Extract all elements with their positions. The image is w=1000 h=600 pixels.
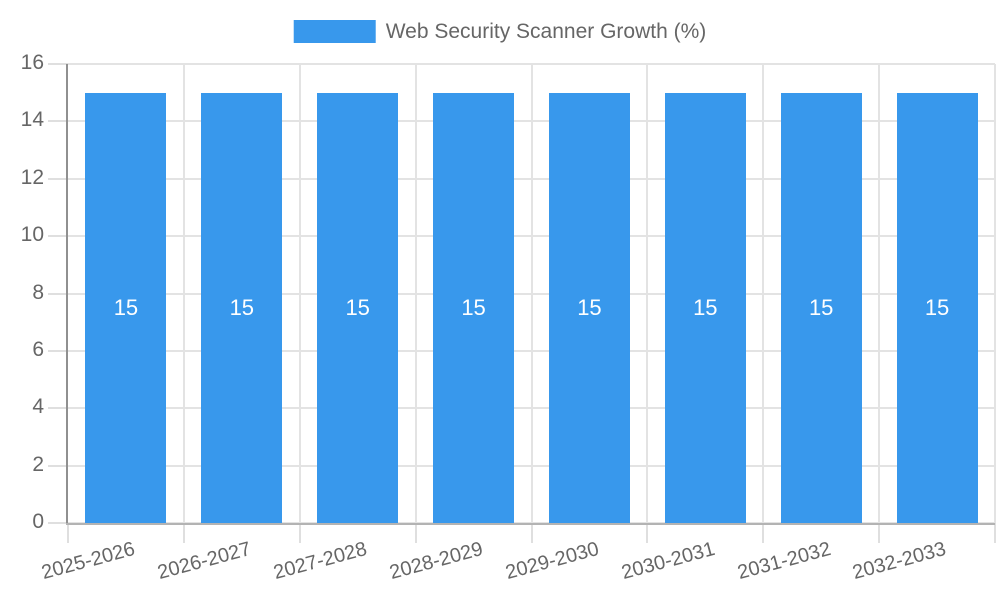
legend-label: Web Security Scanner Growth (%) bbox=[385, 20, 707, 43]
v-gridline bbox=[646, 64, 649, 523]
y-tick bbox=[48, 120, 68, 123]
x-tick bbox=[994, 523, 996, 543]
x-tick bbox=[182, 523, 185, 543]
y-tick bbox=[48, 464, 68, 467]
x-tick bbox=[414, 523, 417, 543]
x-axis-label: 2032-2033 bbox=[850, 538, 949, 585]
x-axis-line bbox=[66, 523, 995, 525]
bar[interactable]: 15 bbox=[664, 92, 746, 523]
x-tick bbox=[878, 523, 881, 543]
legend-swatch-icon bbox=[293, 20, 376, 43]
y-axis-label: 8 bbox=[32, 280, 44, 304]
y-axis-label: 0 bbox=[32, 510, 44, 533]
y-tick bbox=[48, 63, 68, 65]
x-axis-label: 2031-2032 bbox=[734, 538, 833, 585]
bar-value-label: 15 bbox=[808, 294, 834, 320]
x-axis-label: 2027-2028 bbox=[271, 538, 370, 585]
x-tick bbox=[762, 523, 765, 543]
bar[interactable]: 15 bbox=[85, 92, 167, 523]
y-axis-label: 2 bbox=[32, 452, 44, 476]
y-tick bbox=[48, 292, 68, 295]
x-axis-label: 2030-2031 bbox=[618, 538, 718, 585]
x-axis-label: 2025-2026 bbox=[39, 538, 138, 585]
y-axis-line bbox=[66, 64, 68, 525]
x-tick bbox=[646, 523, 649, 543]
v-gridline bbox=[530, 64, 533, 523]
x-tick bbox=[530, 523, 533, 543]
bar[interactable]: 15 bbox=[548, 92, 630, 523]
y-axis-label: 16 bbox=[20, 51, 44, 74]
x-axis-label: 2026-2027 bbox=[155, 538, 254, 585]
bar-value-label: 15 bbox=[113, 294, 139, 320]
bar-value-label: 15 bbox=[924, 294, 950, 320]
bar-value-label: 15 bbox=[229, 294, 255, 320]
y-tick bbox=[48, 177, 68, 180]
bar[interactable]: 15 bbox=[896, 92, 978, 523]
v-gridline bbox=[414, 64, 417, 523]
bar-value-label: 15 bbox=[461, 294, 486, 320]
x-axis-label: 2029-2030 bbox=[503, 538, 602, 585]
y-axis-label: 6 bbox=[32, 337, 44, 361]
x-tick bbox=[67, 523, 69, 543]
bar-value-label: 15 bbox=[693, 294, 718, 320]
bar[interactable]: 15 bbox=[780, 92, 862, 523]
bar-value-label: 15 bbox=[345, 294, 370, 320]
v-gridline bbox=[762, 64, 765, 523]
y-axis-label: 10 bbox=[20, 223, 44, 247]
bar[interactable]: 15 bbox=[433, 92, 515, 523]
v-gridline bbox=[298, 64, 301, 523]
x-tick bbox=[298, 523, 301, 543]
y-tick bbox=[48, 407, 68, 410]
v-gridline bbox=[878, 64, 881, 523]
bar[interactable]: 15 bbox=[201, 92, 283, 523]
y-axis-label: 14 bbox=[20, 108, 44, 132]
y-tick bbox=[48, 349, 68, 352]
legend-item[interactable]: Web Security Scanner Growth (%) bbox=[293, 20, 707, 43]
bar[interactable]: 15 bbox=[317, 92, 399, 523]
v-gridline bbox=[182, 64, 185, 523]
y-axis-label: 4 bbox=[32, 395, 44, 419]
y-axis-label: 12 bbox=[20, 165, 44, 189]
x-axis-label: 2028-2029 bbox=[387, 538, 486, 585]
bar-value-label: 15 bbox=[577, 294, 602, 320]
y-tick bbox=[48, 235, 68, 238]
v-gridline bbox=[994, 64, 996, 523]
y-tick bbox=[48, 522, 68, 524]
